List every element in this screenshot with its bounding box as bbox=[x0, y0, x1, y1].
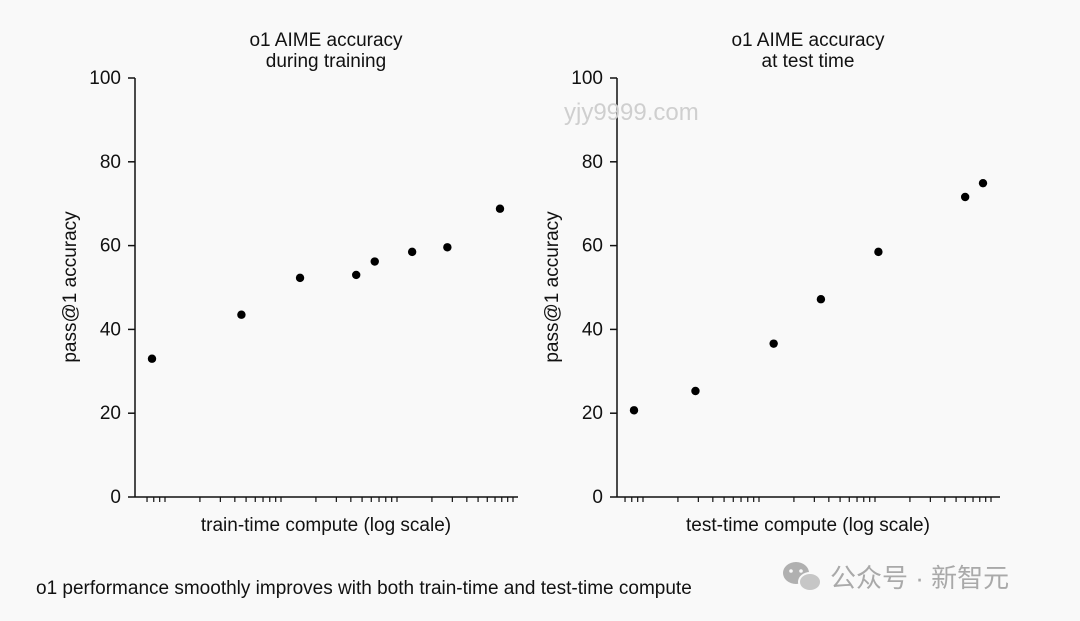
y-tick-label: 0 bbox=[592, 487, 603, 508]
x-minor-ticks bbox=[624, 497, 992, 502]
x-axis-label: test-time compute (log scale) bbox=[686, 515, 930, 536]
data-points bbox=[147, 204, 505, 363]
data-point bbox=[629, 406, 639, 415]
data-point bbox=[407, 247, 417, 257]
data-point bbox=[147, 354, 157, 363]
y-tick-label: 80 bbox=[582, 152, 603, 173]
chart-title-line2: during training bbox=[266, 51, 386, 72]
figure-caption: o1 performance smoothly improves with bo… bbox=[36, 578, 692, 599]
x-axis-label: train-time compute (log scale) bbox=[201, 515, 451, 536]
chart-title-line2: at test time bbox=[762, 51, 855, 72]
wechat-icon bbox=[783, 562, 822, 592]
y-tick-label: 80 bbox=[100, 152, 121, 173]
data-point bbox=[443, 243, 452, 252]
y-tick-label: 20 bbox=[582, 403, 603, 424]
data-points bbox=[629, 178, 988, 415]
data-point bbox=[874, 247, 883, 257]
y-ticks: 0 20 40 60 80 100 bbox=[89, 68, 135, 508]
chart-test: o1 AIME accuracy at test time 0 20 40 60 80 1… bbox=[542, 30, 1000, 536]
data-point bbox=[237, 310, 246, 319]
x-minor-ticks bbox=[146, 497, 514, 502]
chart-train: o1 AIME accuracy during training 0 20 40 60… bbox=[60, 30, 518, 536]
y-tick-label: 100 bbox=[571, 68, 603, 89]
y-tick-label: 60 bbox=[582, 236, 603, 257]
y-tick-label: 0 bbox=[110, 487, 121, 508]
y-tick-label: 40 bbox=[100, 319, 121, 340]
watermark-text: yjy9999.com bbox=[564, 99, 699, 126]
data-point bbox=[691, 386, 700, 396]
y-tick-label: 40 bbox=[582, 319, 603, 340]
data-point bbox=[351, 270, 361, 280]
y-tick-label: 20 bbox=[100, 403, 121, 424]
y-tick-label: 60 bbox=[100, 236, 121, 257]
data-point bbox=[295, 273, 305, 283]
data-point bbox=[769, 339, 778, 348]
data-point bbox=[370, 257, 379, 266]
y-tick-label: 100 bbox=[89, 68, 121, 89]
data-point bbox=[816, 295, 826, 304]
y-ticks: 0 20 40 60 80 100 bbox=[571, 68, 617, 508]
data-point bbox=[978, 178, 988, 188]
chart-title-line1: o1 AIME accuracy bbox=[249, 30, 403, 51]
data-point bbox=[960, 192, 970, 202]
y-axis-label: pass@1 accuracy bbox=[60, 211, 81, 363]
chart-title-line1: o1 AIME accuracy bbox=[731, 30, 885, 51]
brand-label: 公众号 · 新智元 bbox=[830, 563, 1009, 593]
y-axis-label: pass@1 accuracy bbox=[542, 211, 563, 363]
data-point bbox=[495, 204, 505, 213]
